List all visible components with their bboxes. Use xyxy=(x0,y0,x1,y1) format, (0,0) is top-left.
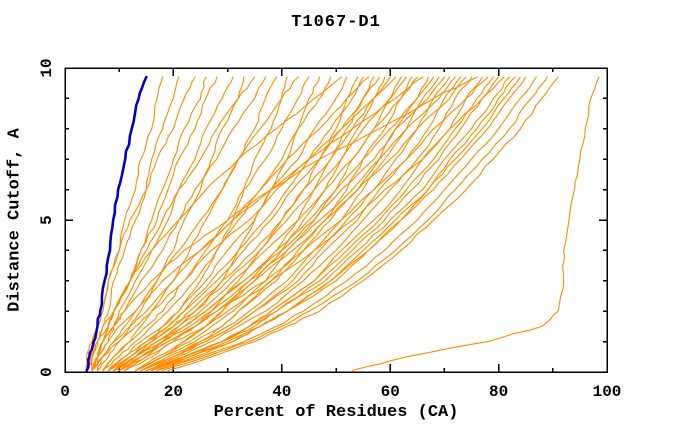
x-tick-label: 60 xyxy=(381,383,400,401)
x-tick-label: 100 xyxy=(593,383,622,401)
model-curve xyxy=(151,76,527,372)
y-tick-label: 0 xyxy=(38,367,56,377)
model-curve xyxy=(91,76,397,372)
x-axis-title: Percent of Residues (CA) xyxy=(213,403,459,422)
y-tick-label: 10 xyxy=(38,58,56,77)
model-curve xyxy=(102,76,332,372)
x-tick-label: 0 xyxy=(60,383,70,401)
model-curve xyxy=(162,76,548,372)
model-curve xyxy=(156,76,538,372)
model-curve xyxy=(91,76,478,372)
model-curve xyxy=(145,76,473,372)
model-curve xyxy=(91,76,424,372)
model-curve xyxy=(118,76,456,372)
model-curve xyxy=(351,76,600,372)
model-curve xyxy=(145,76,510,372)
model-curve xyxy=(113,76,418,372)
highlight-model-curve xyxy=(85,75,148,372)
model-curve xyxy=(96,76,234,372)
y-tick-label: 5 xyxy=(38,215,56,225)
model-curve xyxy=(107,76,348,372)
model-curve xyxy=(113,76,489,372)
model-curve xyxy=(124,76,359,372)
model-curve xyxy=(118,76,505,372)
model-curve xyxy=(107,76,408,372)
x-tick-label: 20 xyxy=(164,383,183,401)
model-curve xyxy=(113,76,445,372)
model-curve xyxy=(140,76,462,372)
model-curve xyxy=(85,76,196,372)
chart-title: T1067-D1 xyxy=(291,13,381,32)
model-curve xyxy=(90,76,342,372)
x-tick-label: 80 xyxy=(489,383,508,401)
model-curve xyxy=(167,76,559,372)
model-curve xyxy=(102,76,310,372)
x-tick-label: 40 xyxy=(272,383,291,401)
